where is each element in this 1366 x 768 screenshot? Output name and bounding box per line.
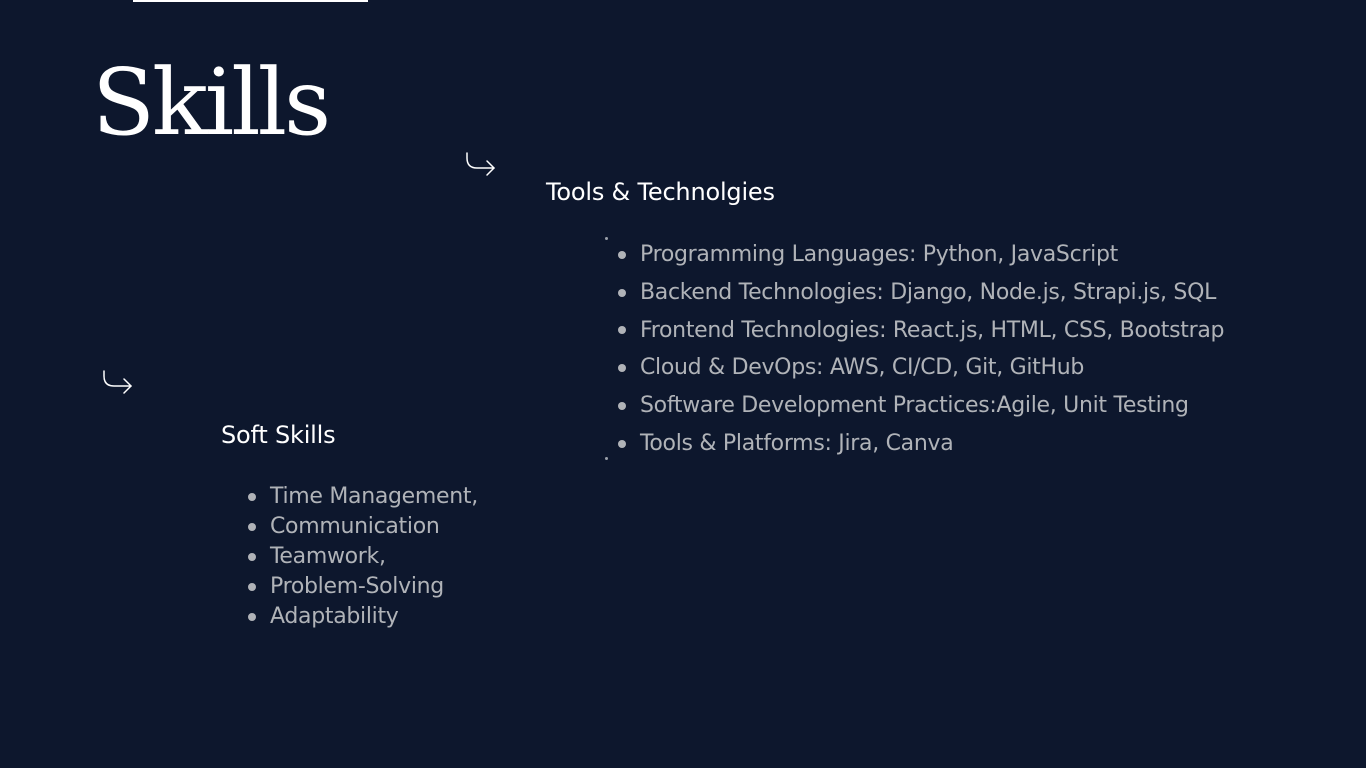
list-item: Backend Technologies: Django, Node.js, S… <box>617 274 1224 312</box>
list-item: Frontend Technologies: React.js, HTML, C… <box>617 312 1225 350</box>
top-accent-bar <box>133 0 368 2</box>
soft-skills-section-heading: Soft Skills <box>221 421 336 449</box>
list-item: Software Development Practices:Agile, Un… <box>617 387 1224 425</box>
list-item: Communication <box>248 512 478 542</box>
list-item: Teamwork, <box>248 542 478 572</box>
decorative-dot <box>605 457 608 460</box>
decorative-dot <box>605 237 608 240</box>
list-item: Cloud & DevOps: AWS, CI/CD, Git, GitHub <box>617 349 1224 387</box>
arrow-curve-down-right-icon <box>103 370 132 394</box>
tools-section-heading: Tools & Technolgies <box>546 178 775 206</box>
list-item: Problem-Solving <box>248 572 478 602</box>
list-item: Adaptability <box>248 602 478 632</box>
page-title: Skills <box>92 49 331 156</box>
soft-skills-list: Time Management, Communication Teamwork,… <box>248 482 478 632</box>
list-item: Programming Languages: Python, JavaScrip… <box>617 236 1224 274</box>
list-item: Tools & Platforms: Jira, Canva <box>617 425 1224 463</box>
tools-list: Programming Languages: Python, JavaScrip… <box>617 236 1225 463</box>
arrow-curve-down-right-icon <box>466 152 495 176</box>
list-item: Time Management, <box>248 482 478 512</box>
